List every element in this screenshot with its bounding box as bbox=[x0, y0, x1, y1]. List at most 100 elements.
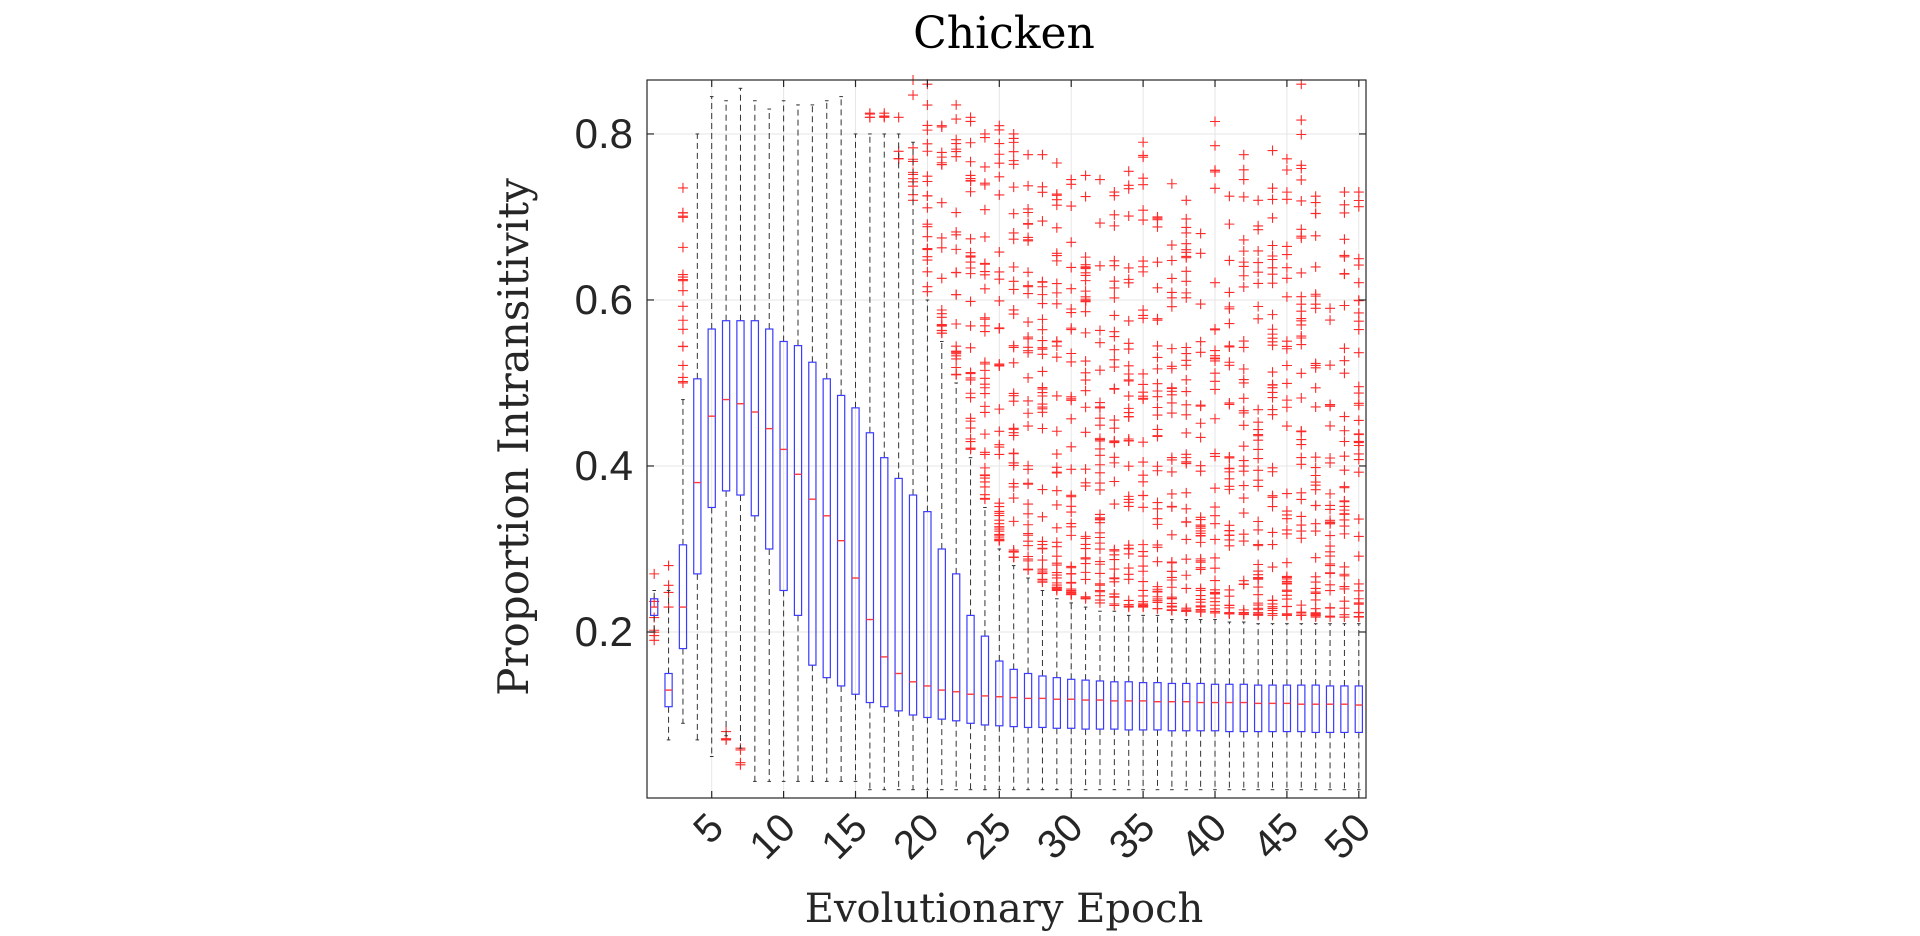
outlier-marker bbox=[1238, 407, 1249, 418]
outlier-marker bbox=[1138, 490, 1149, 501]
outlier-marker bbox=[1023, 499, 1034, 510]
outlier-marker bbox=[994, 515, 1005, 526]
outlier-marker bbox=[1109, 457, 1120, 468]
outlier-marker bbox=[1253, 224, 1264, 235]
box-epoch-9 bbox=[765, 108, 774, 782]
outlier-marker bbox=[1109, 209, 1120, 220]
outliers-epoch-24 bbox=[979, 128, 990, 505]
outlier-marker bbox=[994, 266, 1005, 277]
outlier-marker bbox=[1138, 256, 1149, 267]
outlier-marker bbox=[677, 212, 688, 223]
outlier-marker bbox=[1267, 562, 1278, 573]
outlier-marker bbox=[1310, 261, 1321, 272]
outlier-marker bbox=[1008, 357, 1019, 368]
box-iqr bbox=[1124, 681, 1133, 731]
outliers-epoch-40 bbox=[1210, 116, 1221, 618]
outlier-marker bbox=[1253, 539, 1264, 550]
outlier-marker bbox=[879, 111, 890, 122]
outlier-marker bbox=[1296, 291, 1307, 302]
outlier-marker bbox=[1152, 410, 1163, 421]
x-axis-label: Evolutionary Epoch bbox=[805, 886, 1203, 932]
box-iqr bbox=[678, 544, 688, 650]
outlier-marker bbox=[1051, 158, 1062, 169]
outliers-epoch-39 bbox=[1195, 228, 1206, 618]
outliers-epoch-29 bbox=[1051, 158, 1062, 596]
outlier-marker bbox=[1066, 577, 1077, 588]
outlier-marker bbox=[1080, 464, 1091, 475]
outlier-marker bbox=[1339, 343, 1350, 354]
outlier-marker bbox=[1008, 478, 1019, 489]
outlier-marker bbox=[1080, 262, 1091, 273]
outlier-marker bbox=[1152, 465, 1163, 476]
outlier-marker bbox=[1238, 466, 1249, 477]
outlier-marker bbox=[1080, 402, 1091, 413]
outlier-marker bbox=[1037, 484, 1048, 495]
outlier-marker bbox=[1152, 542, 1163, 553]
outliers-epoch-35 bbox=[1138, 137, 1149, 613]
outliers-epoch-38 bbox=[1181, 195, 1192, 617]
box-iqr bbox=[851, 407, 860, 695]
outlier-marker bbox=[1224, 530, 1235, 541]
outlier-marker bbox=[1281, 395, 1292, 406]
outliers-epoch-36 bbox=[1152, 211, 1163, 614]
outlier-marker bbox=[1181, 503, 1192, 514]
outlier-marker bbox=[1152, 282, 1163, 293]
outlier-marker bbox=[994, 530, 1005, 541]
outliers-epoch-49 bbox=[1339, 187, 1350, 623]
box-iqr bbox=[865, 432, 875, 704]
outlier-marker bbox=[1238, 261, 1249, 272]
outlier-marker bbox=[922, 255, 933, 266]
outlier-marker bbox=[1195, 514, 1206, 525]
outlier-marker bbox=[1037, 281, 1048, 292]
outlier-marker bbox=[1281, 273, 1292, 284]
outlier-marker bbox=[1195, 555, 1206, 566]
outlier-marker bbox=[1195, 347, 1206, 358]
outlier-marker bbox=[1310, 289, 1321, 300]
outlier-marker bbox=[1296, 600, 1307, 611]
outlier-marker bbox=[1066, 464, 1077, 475]
outlier-marker bbox=[1138, 585, 1149, 596]
outlier-marker bbox=[1152, 430, 1163, 441]
outlier-marker bbox=[994, 158, 1005, 169]
box-iqr bbox=[923, 511, 932, 719]
outliers-epoch-20 bbox=[922, 79, 933, 297]
box-epoch-23 bbox=[966, 457, 975, 791]
outlier-marker bbox=[1051, 426, 1062, 437]
outlier-marker bbox=[1210, 588, 1221, 599]
box-epoch-3 bbox=[678, 399, 688, 724]
outlier-marker bbox=[1094, 337, 1105, 348]
outlier-marker bbox=[1008, 234, 1019, 245]
outlier-marker bbox=[1325, 420, 1336, 431]
outlier-marker bbox=[1008, 262, 1019, 273]
box-iqr bbox=[808, 361, 817, 666]
outlier-marker bbox=[965, 252, 976, 263]
outlier-marker bbox=[1238, 393, 1249, 404]
outlier-marker bbox=[951, 99, 962, 110]
outlier-marker bbox=[1310, 500, 1321, 511]
outlier-marker bbox=[1080, 367, 1091, 378]
outlier-marker bbox=[1325, 488, 1336, 499]
outliers-epoch-32 bbox=[1094, 174, 1105, 608]
outlier-marker bbox=[1123, 315, 1134, 326]
outlier-marker bbox=[994, 360, 1005, 371]
outlier-marker bbox=[1152, 513, 1163, 524]
outlier-marker bbox=[1123, 411, 1134, 422]
outlier-marker bbox=[1123, 563, 1134, 574]
outlier-marker bbox=[951, 318, 962, 329]
box-epoch-50 bbox=[1354, 623, 1364, 791]
outlier-marker bbox=[1296, 267, 1307, 278]
outlier-marker bbox=[1353, 578, 1364, 589]
box-epoch-48 bbox=[1325, 623, 1335, 791]
y-axis-label: Proportion Intransitivity bbox=[489, 178, 538, 696]
outlier-marker bbox=[1195, 228, 1206, 239]
outlier-marker bbox=[1296, 129, 1307, 140]
outlier-marker bbox=[1325, 530, 1336, 541]
outliers-epoch-17 bbox=[879, 108, 890, 123]
outlier-marker bbox=[1310, 594, 1321, 605]
outlier-marker bbox=[1353, 381, 1364, 392]
outlier-marker bbox=[1123, 338, 1134, 349]
outlier-marker bbox=[979, 231, 990, 242]
outlier-marker bbox=[1353, 436, 1364, 447]
outlier-marker bbox=[663, 580, 674, 591]
outlier-marker bbox=[1152, 313, 1163, 324]
